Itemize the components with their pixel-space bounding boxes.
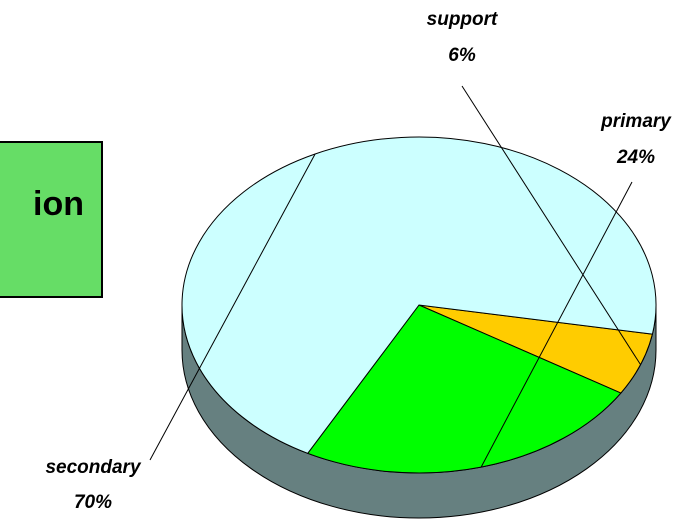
title-box-text: ion	[33, 185, 84, 223]
pie-slices	[181, 136, 657, 474]
slice-label-secondary: secondary	[45, 457, 141, 478]
slice-value-primary: 24%	[616, 147, 655, 168]
slice-value-support: 6%	[448, 45, 476, 66]
pie-labels: support 6% primary 24% secondary 70%	[45, 9, 672, 513]
slice-value-secondary: 70%	[74, 492, 112, 513]
slice-label-support: support	[427, 9, 498, 30]
slice-label-primary: primary	[600, 111, 672, 132]
leader-line-primary	[480, 181, 633, 468]
leader-line-secondary	[149, 153, 316, 461]
pie-leader-lines	[149, 85, 641, 468]
title-box: ion	[0, 141, 103, 298]
pie-slice-secondary	[181, 136, 657, 454]
pie-slice-primary	[306, 304, 622, 474]
leader-line-support	[461, 85, 641, 365]
